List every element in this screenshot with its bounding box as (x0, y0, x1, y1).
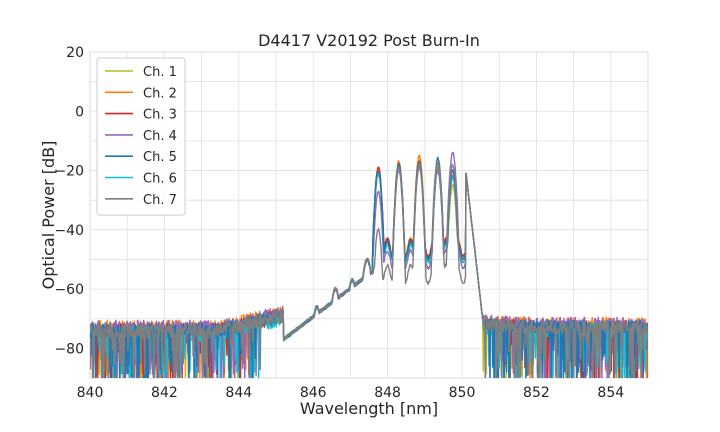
series-lines (90, 151, 648, 378)
x-axis-label: Wavelength [nm] (300, 399, 438, 418)
y-tick-label: −20 (54, 164, 84, 180)
chart-title: D4417 V20192 Post Burn-In (258, 31, 480, 50)
x-tick-label: 844 (225, 385, 252, 401)
legend: Ch. 1 Ch. 2 Ch. 3 Ch. 4 Ch. 5 Ch. 6 Ch. 7 (96, 57, 186, 216)
legend-label: Ch. 4 (143, 129, 177, 144)
x-tick-label: 846 (300, 385, 327, 401)
legend-label: Ch. 7 (143, 193, 177, 208)
x-tick-label: 848 (374, 385, 401, 401)
legend-label: Ch. 2 (143, 86, 177, 101)
legend-box (96, 57, 186, 216)
y-tick-label: 0 (75, 104, 84, 120)
legend-label: Ch. 1 (143, 65, 177, 80)
x-tick-label: 850 (449, 385, 476, 401)
y-tick-label: −80 (54, 341, 84, 357)
legend-label: Ch. 5 (143, 150, 177, 165)
x-tick-labels: 840 842 844 846 848 850 852 854 (77, 385, 625, 401)
series-line-ch7 (90, 161, 648, 378)
legend-label: Ch. 6 (143, 172, 177, 187)
y-axis-label: Optical Power [dB] (39, 141, 58, 290)
y-tick-labels: 20 0 −20 −40 −60 −80 (54, 45, 84, 357)
x-tick-label: 840 (77, 385, 104, 401)
y-tick-label: 20 (66, 45, 84, 61)
legend-label: Ch. 3 (143, 108, 177, 123)
x-tick-label: 842 (151, 385, 178, 401)
x-tick-label: 854 (597, 385, 624, 401)
y-tick-label: −40 (54, 223, 84, 239)
y-tick-label: −60 (54, 282, 84, 298)
x-tick-label: 852 (523, 385, 550, 401)
